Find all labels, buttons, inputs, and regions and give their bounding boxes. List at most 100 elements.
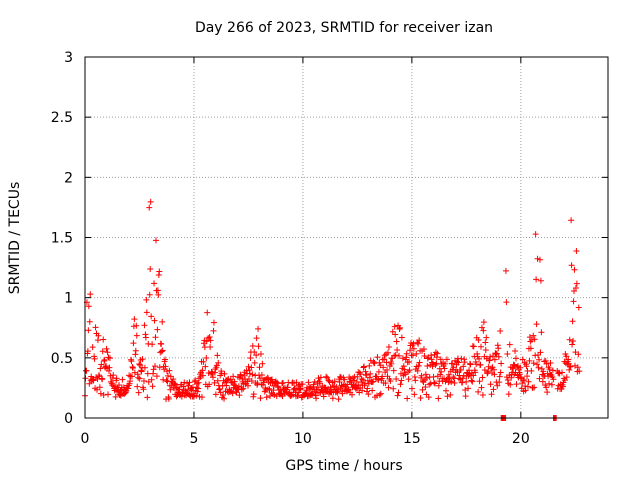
data-point: [367, 357, 374, 364]
data-point: [151, 280, 158, 287]
data-point: [248, 364, 255, 371]
data-point: [213, 362, 220, 369]
data-point: [159, 318, 166, 325]
data-point: [354, 373, 361, 380]
data-point: [170, 376, 177, 383]
data-point: [247, 354, 254, 361]
data-point: [566, 336, 573, 343]
data-point: [443, 387, 450, 394]
data-point: [325, 377, 332, 384]
data-point: [473, 361, 480, 368]
data-point: [393, 375, 400, 382]
data-point: [134, 383, 141, 390]
data-point: [488, 365, 495, 372]
data-point: [477, 343, 484, 350]
data-point: [116, 382, 123, 389]
data-point: [532, 231, 539, 238]
data-point: [263, 394, 270, 401]
data-point: [251, 349, 258, 356]
data-point: [477, 361, 484, 368]
data-point: [216, 385, 223, 392]
data-point: [506, 341, 513, 348]
data-point: [504, 351, 511, 358]
data-point: [404, 395, 411, 402]
data-point: [572, 284, 579, 291]
data-point: [489, 364, 496, 371]
data-point: [415, 340, 422, 347]
data-point: [214, 352, 221, 359]
data-point: [148, 376, 155, 383]
data-point: [200, 358, 207, 365]
data-point: [446, 378, 453, 385]
data-point: [546, 366, 553, 373]
data-point: [571, 362, 578, 369]
data-point: [487, 381, 494, 388]
data-point: [294, 392, 301, 399]
data-point: [136, 360, 143, 367]
data-point: [251, 359, 258, 366]
data-point: [126, 372, 133, 379]
data-point: [438, 368, 445, 375]
data-point: [142, 334, 149, 341]
data-point: [502, 267, 509, 274]
data-point: [104, 349, 111, 356]
data-point: [171, 380, 178, 387]
data-point: [414, 367, 421, 374]
data-point: [152, 237, 159, 244]
data-point: [432, 349, 439, 356]
data-point: [405, 376, 412, 383]
data-point: [398, 377, 405, 384]
data-point: [320, 393, 327, 400]
data-point: [526, 357, 533, 364]
data-point: [531, 384, 538, 391]
data-point: [494, 382, 501, 389]
data-point: [384, 349, 391, 356]
data-series-srmtid: [82, 198, 583, 421]
data-point: [561, 377, 568, 384]
data-point: [528, 336, 535, 343]
data-point: [133, 332, 140, 339]
data-point: [156, 268, 163, 275]
data-point: [90, 377, 97, 384]
data-point: [181, 379, 188, 386]
data-point: [97, 365, 104, 372]
data-point: [523, 363, 530, 370]
data-point: [478, 324, 485, 331]
data-point: [467, 361, 474, 368]
data-point: [255, 325, 262, 332]
data-point: [279, 393, 286, 400]
data-point: [470, 343, 477, 350]
data-point: [193, 392, 200, 399]
data-point: [539, 378, 546, 385]
data-point: [431, 379, 438, 386]
data-point: [575, 351, 582, 358]
data-point: [258, 372, 265, 379]
data-point: [488, 391, 495, 398]
data-point: [420, 346, 427, 353]
data-point: [84, 348, 91, 355]
data-point: [543, 384, 550, 391]
data-point: [100, 336, 107, 343]
data-point: [146, 291, 153, 298]
data-point: [374, 354, 381, 361]
data-point: [483, 334, 490, 341]
data-point: [139, 356, 146, 363]
data-point: [256, 364, 263, 371]
data-point: [519, 356, 526, 363]
data-point: [305, 379, 312, 386]
data-point: [203, 355, 210, 362]
data-point: [396, 352, 403, 359]
data-point: [377, 390, 384, 397]
data-point: [331, 378, 338, 385]
data-point: [437, 356, 444, 363]
data-point: [324, 374, 331, 381]
data-point: [521, 359, 528, 366]
data-point: [426, 381, 433, 388]
data-point: [91, 355, 98, 362]
data-point: [373, 373, 380, 380]
x-tick-label: 20: [512, 431, 530, 447]
data-point: [535, 364, 542, 371]
data-point: [151, 317, 158, 324]
data-point: [221, 395, 228, 402]
data-point: [143, 309, 150, 316]
